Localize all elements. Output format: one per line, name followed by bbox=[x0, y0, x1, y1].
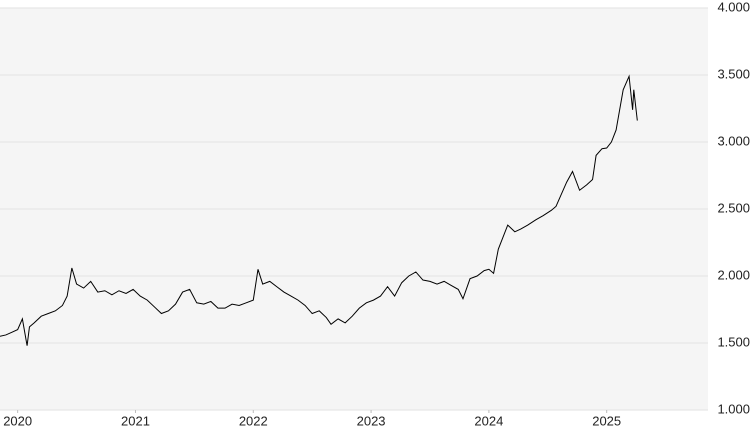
y-tick-label: 4.000 bbox=[717, 0, 750, 14]
x-tick-label: 2024 bbox=[474, 413, 503, 428]
x-tick-label: 2022 bbox=[239, 413, 268, 428]
y-tick-label: 3.000 bbox=[717, 133, 750, 148]
y-tick-label: 2.500 bbox=[717, 200, 750, 215]
y-tick-label: 1.500 bbox=[717, 334, 750, 349]
y-tick-label: 1.000 bbox=[717, 401, 750, 416]
y-tick-label: 3.500 bbox=[717, 66, 750, 81]
price-line bbox=[0, 74, 638, 346]
y-tick-label: 2.000 bbox=[717, 267, 750, 282]
x-tick-label: 2021 bbox=[121, 413, 150, 428]
x-tick-label: 2023 bbox=[357, 413, 386, 428]
x-tick-label: 2020 bbox=[3, 413, 32, 428]
x-tick-label: 2025 bbox=[592, 413, 621, 428]
